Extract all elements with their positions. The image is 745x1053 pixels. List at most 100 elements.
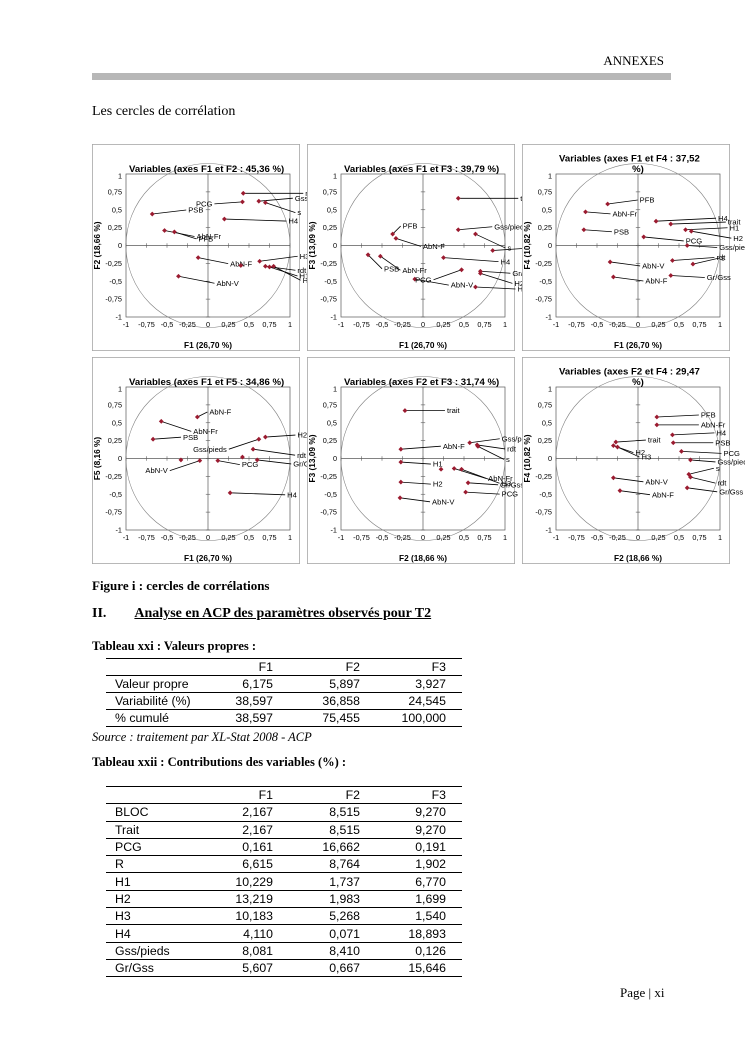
svg-text:0,75: 0,75: [262, 320, 276, 329]
svg-text:0: 0: [421, 320, 425, 329]
svg-text:1: 1: [503, 320, 507, 329]
svg-text:1: 1: [118, 172, 122, 181]
svg-text:0,25: 0,25: [108, 436, 122, 445]
svg-text:0,75: 0,75: [323, 400, 337, 409]
svg-text:Gr/Gss: Gr/Gss: [500, 480, 524, 489]
svg-text:0,25: 0,25: [221, 320, 235, 329]
svg-text:-1: -1: [116, 526, 123, 535]
svg-text:0,75: 0,75: [692, 320, 706, 329]
svg-text:PSB: PSB: [614, 227, 629, 236]
svg-text:-0,25: -0,25: [535, 259, 552, 268]
svg-text:0: 0: [548, 454, 552, 463]
svg-text:-0,5: -0,5: [591, 320, 604, 329]
svg-text:rdt: rdt: [717, 479, 727, 488]
svg-text:-1: -1: [123, 533, 130, 542]
svg-text:1: 1: [503, 533, 507, 542]
svg-text:0,25: 0,25: [221, 533, 235, 542]
svg-text:F1 (26,70 %): F1 (26,70 %): [399, 340, 447, 350]
svg-text:s: s: [721, 254, 725, 263]
svg-text:H2: H2: [433, 480, 443, 489]
svg-text:0: 0: [118, 454, 122, 463]
svg-text:s: s: [506, 455, 510, 464]
svg-text:H2: H2: [297, 431, 307, 440]
svg-text:0,5: 0,5: [327, 205, 337, 214]
svg-text:-0,75: -0,75: [138, 320, 155, 329]
svg-text:AbN-V: AbN-V: [432, 497, 455, 506]
svg-text:Gss/pieds: Gss/pieds: [193, 445, 227, 454]
svg-text:0: 0: [636, 533, 640, 542]
svg-text:Gr/Gss: Gr/Gss: [719, 487, 743, 496]
svg-text:0,25: 0,25: [436, 533, 450, 542]
svg-text:Gss/pied: Gss/pied: [717, 458, 745, 467]
svg-text:0,75: 0,75: [692, 533, 706, 542]
svg-text:Gr/Gss: Gr/Gss: [707, 273, 731, 282]
svg-text:H3: H3: [642, 453, 652, 462]
svg-text:Gss/pied: Gss/pied: [719, 243, 745, 252]
svg-text:-0,75: -0,75: [568, 533, 585, 542]
svg-text:AbN-F: AbN-F: [209, 408, 231, 417]
svg-text:-0,5: -0,5: [109, 277, 122, 286]
svg-text:0,25: 0,25: [651, 320, 665, 329]
svg-text:F5 (8,16 %): F5 (8,16 %): [92, 437, 102, 481]
svg-text:PFB: PFB: [403, 222, 418, 231]
svg-text:0,5: 0,5: [459, 533, 469, 542]
svg-text:0,75: 0,75: [538, 400, 552, 409]
svg-text:F1 (26,70 %): F1 (26,70 %): [184, 553, 232, 563]
svg-text:-0,5: -0,5: [539, 277, 552, 286]
svg-text:1: 1: [718, 320, 722, 329]
svg-text:AbN-V: AbN-V: [145, 466, 168, 475]
svg-text:0: 0: [333, 454, 337, 463]
svg-text:-0,25: -0,25: [105, 472, 122, 481]
svg-text:PSB: PSB: [384, 264, 399, 273]
svg-text:-0,75: -0,75: [535, 508, 552, 517]
svg-text:0,5: 0,5: [674, 533, 684, 542]
svg-text:-0,5: -0,5: [109, 490, 122, 499]
svg-text:-0,25: -0,25: [535, 472, 552, 481]
svg-text:0,75: 0,75: [477, 320, 491, 329]
svg-text:0,25: 0,25: [538, 436, 552, 445]
svg-text:H4: H4: [501, 257, 511, 266]
svg-text:AbN-V: AbN-V: [645, 477, 668, 486]
svg-text:H4: H4: [718, 214, 728, 223]
svg-text:-1: -1: [123, 320, 130, 329]
svg-text:0,75: 0,75: [108, 400, 122, 409]
svg-text:F3 (13,09 %): F3 (13,09 %): [307, 434, 317, 482]
svg-text:Variables (axes F1 et F4 : 37,: Variables (axes F1 et F4 : 37,52: [559, 154, 700, 165]
svg-text:-0,25: -0,25: [179, 320, 196, 329]
svg-text:AbN-V: AbN-V: [642, 262, 665, 271]
svg-text:H4: H4: [287, 490, 297, 499]
svg-text:-0,25: -0,25: [105, 259, 122, 268]
svg-text:-0,75: -0,75: [105, 508, 122, 517]
svg-text:-1: -1: [553, 320, 560, 329]
svg-text:1: 1: [333, 172, 337, 181]
svg-text:-0,75: -0,75: [105, 295, 122, 304]
svg-text:-0,5: -0,5: [376, 533, 389, 542]
svg-text:AbN-F: AbN-F: [443, 442, 465, 451]
svg-text:0,75: 0,75: [538, 187, 552, 196]
svg-text:-0,5: -0,5: [324, 277, 337, 286]
svg-text:0: 0: [206, 533, 210, 542]
svg-text:AbN-V: AbN-V: [451, 281, 474, 290]
svg-text:-1: -1: [546, 526, 553, 535]
svg-text:AbN-F: AbN-F: [423, 242, 445, 251]
svg-text:1: 1: [548, 172, 552, 181]
svg-text:0,25: 0,25: [651, 533, 665, 542]
svg-text:F3 (13,09 %): F3 (13,09 %): [307, 221, 317, 269]
svg-text:0,25: 0,25: [323, 436, 337, 445]
svg-text:-1: -1: [546, 313, 553, 322]
svg-text:-0,75: -0,75: [320, 295, 337, 304]
svg-text:s: s: [716, 464, 720, 473]
svg-text:PCG: PCG: [242, 460, 259, 469]
svg-text:-0,75: -0,75: [353, 533, 370, 542]
svg-text:0,5: 0,5: [327, 418, 337, 427]
svg-text:Variables (axes F2 et F4 : 29,: Variables (axes F2 et F4 : 29,47: [559, 367, 700, 378]
svg-text:-0,5: -0,5: [376, 320, 389, 329]
svg-text:F2 (18,66 %): F2 (18,66 %): [399, 553, 447, 563]
svg-text:-0,75: -0,75: [320, 508, 337, 517]
svg-text:H4: H4: [716, 429, 726, 438]
svg-text:-1: -1: [331, 313, 338, 322]
svg-text:PSB: PSB: [183, 433, 198, 442]
svg-text:1: 1: [718, 533, 722, 542]
svg-text:s: s: [507, 244, 511, 253]
svg-text:0: 0: [421, 533, 425, 542]
